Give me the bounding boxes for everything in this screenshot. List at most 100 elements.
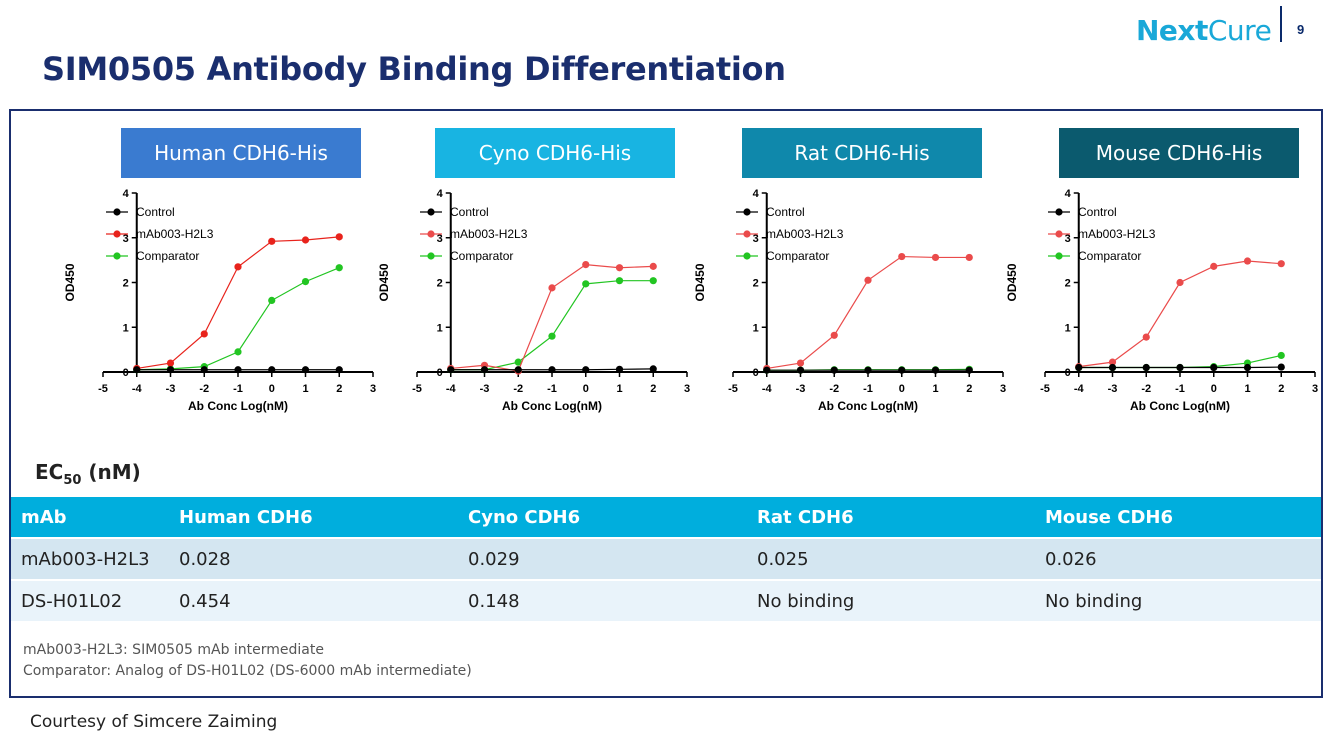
x-tick-label: -5 [98,383,108,395]
footnote-line: Comparator: Analog of DS-H01L02 (DS-6000… [23,663,472,679]
x-tick-label: 3 [684,383,690,395]
data-point [301,236,310,244]
page-title: SIM0505 Antibody Binding Differentiation [42,50,786,88]
ec50-label: EC50 (nM) [35,460,141,488]
legend-label: mAb003-H2L3 [766,227,844,241]
y-axis-label: OD450 [693,263,707,301]
y-tick-label: 4 [753,188,760,200]
x-tick-label: -1 [1175,383,1185,395]
x-tick-label: -3 [480,383,490,395]
ec50-table: mAb Human CDH6 Cyno CDH6 Rat CDH6 Mouse … [11,497,1321,621]
legend-marker [743,230,751,238]
data-point [1142,333,1150,341]
data-point [931,366,940,374]
x-tick-label: -5 [1040,383,1050,395]
y-tick-label: 1 [437,322,443,334]
data-point [864,276,872,284]
data-point [796,359,805,367]
legend-label: mAb003-H2L3 [450,227,528,241]
legend-label: mAb003-H2L3 [136,227,214,241]
x-tick-label: -3 [1108,383,1118,395]
data-point [514,366,522,374]
chart-header-cyno: Cyno CDH6-His [435,128,675,178]
data-point [830,366,838,374]
chart-cyno: -5 -4 -3 -2 -1 0 1 2 3 0 1 2 3 4 Ab Conc Log(nM) OD450 C… [377,188,690,413]
table-cell: 0.148 [458,579,747,621]
legend-marker [1055,252,1063,260]
ec50-label-main: EC [35,460,64,484]
data-point [582,280,590,288]
header-cyno-cdh6: Cyno CDH6 [458,497,747,538]
x-tick-label: -3 [796,383,806,395]
data-point [335,264,343,272]
ec50-label-unit: (nM) [81,460,141,484]
x-axis-label: Ab Conc Log(nM) [1130,399,1230,413]
data-point [763,366,771,374]
logo-text-next: Next [1136,14,1208,47]
legend-marker [113,230,121,238]
series-line [1078,260,1282,368]
header-mouse-cdh6: Mouse CDH6 [1035,497,1321,538]
x-tick-label: 1 [1244,383,1250,395]
data-point [234,366,242,374]
x-tick-label: 0 [899,383,905,395]
legend-marker [427,252,435,260]
chart-rat: -5 -4 -3 -2 -1 0 1 2 3 0 1 2 3 4 Ab Conc Log(nM) OD450 C… [693,188,1006,413]
y-tick-label: 1 [123,322,129,334]
chart-header-mouse: Mouse CDH6-His [1059,128,1299,178]
data-point [965,253,973,262]
content-frame [9,109,1323,698]
data-point [335,366,343,374]
table-header-row: mAb Human CDH6 Cyno CDH6 Rat CDH6 Mouse … [11,497,1321,538]
data-point [514,358,522,366]
data-point [548,284,556,292]
y-tick-label: 1 [1065,322,1071,334]
data-point [200,366,208,374]
y-tick-label: 0 [753,367,759,379]
data-point [301,278,310,286]
y-tick-label: 2 [1065,278,1071,290]
y-tick-label: 3 [437,233,443,245]
legend-marker [113,208,121,216]
x-tick-label: -1 [863,383,873,395]
y-tick-label: 2 [123,278,129,290]
table-cell: 0.028 [169,537,458,580]
x-tick-label: -2 [513,383,523,395]
x-tick-label: -5 [728,383,738,395]
data-point [1075,363,1083,372]
data-point [166,366,175,374]
x-tick-label: 3 [370,383,376,395]
chart-mouse: -5 -4 -3 -2 -1 0 1 2 3 0 1 2 3 4 Ab Conc Log(nM) OD450 C… [1005,188,1318,413]
x-tick-label: -2 [199,383,209,395]
logo-divider [1280,6,1282,42]
y-tick-label: 1 [753,322,759,334]
table-cell: DS-H01L02 [11,579,169,621]
y-tick-label: 3 [1065,233,1071,245]
x-tick-label: 0 [583,383,589,395]
data-point [1142,363,1150,372]
chart-human: -5 -4 -3 -2 -1 0 1 2 3 0 1 2 3 4 Ab Conc Log(nM) OD450 C… [63,188,376,413]
legend-label: Control [136,205,175,219]
x-tick-label: -4 [446,383,457,395]
data-point [796,366,805,374]
data-point [649,277,657,285]
x-tick-label: 3 [1000,383,1006,395]
data-point [965,366,973,374]
nextcure-logo: NextCure [1136,14,1272,47]
table-cell: No binding [747,579,1035,621]
y-axis-label: OD450 [63,263,77,301]
data-point [649,262,657,270]
data-point [1108,358,1117,366]
data-point [615,365,624,373]
footnotes: mAb003-H2L3: SIM0505 mAb intermediate Co… [23,640,472,682]
y-tick-label: 3 [753,233,759,245]
data-point [268,237,276,245]
y-tick-label: 3 [123,233,129,245]
logo-text-cure: Cure [1207,14,1272,47]
data-point [1176,278,1184,287]
data-point [268,366,276,374]
table-cell: 0.029 [458,537,747,580]
legend-label: Control [450,205,489,219]
table-row: mAb003-H2L3 0.028 0.029 0.025 0.026 [11,537,1321,580]
legend-label: Comparator [766,249,829,263]
